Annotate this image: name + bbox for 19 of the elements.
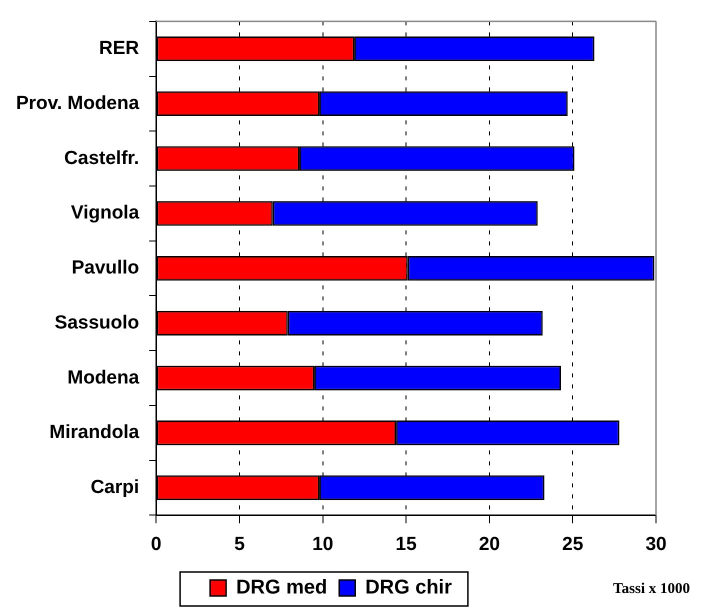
y-tick-label: Sassuolo [54,312,140,334]
x-tick-label: 30 [645,534,667,555]
x-tick-label: 5 [234,534,246,555]
x-tick-label: 15 [396,534,418,555]
legend-label: DRG med [236,576,328,599]
x-tick-label: 25 [562,534,584,555]
y-tick-label: Modena [67,367,140,388]
y-tick-label: Castelfr. [64,148,140,169]
y-tick-label: Vignola [70,202,140,224]
x-tick-label: 0 [150,534,162,555]
y-tick-label: Carpi [90,477,140,498]
y-tick-label: Prov. Modena [16,92,140,114]
x-tick-label: 10 [312,534,334,555]
legend-label: DRG chir [365,576,452,599]
text: Tassi x 1000 [613,581,690,598]
x-tick-label: 20 [478,534,500,555]
y-tick-label: RER [99,38,140,60]
y-tick-label: Pavullo [72,258,140,279]
y-tick-label: Mirandola [49,422,140,444]
